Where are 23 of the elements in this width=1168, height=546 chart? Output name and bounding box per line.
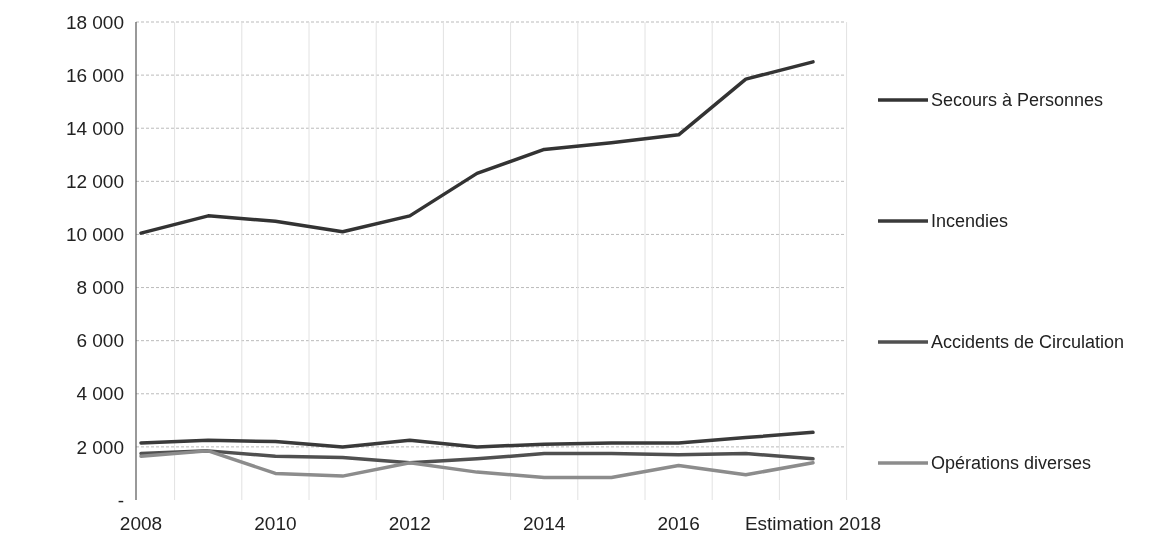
x-tick-label: 2014 bbox=[523, 513, 566, 534]
y-tick-label: 4 000 bbox=[76, 383, 124, 405]
y-tick-label: 18 000 bbox=[65, 11, 124, 33]
y-tick-label: 6 000 bbox=[76, 330, 124, 352]
x-tick-label: 2010 bbox=[254, 513, 297, 534]
x-tick-label: 2012 bbox=[388, 513, 431, 534]
legend-label: Accidents de Circulation bbox=[931, 332, 1125, 353]
x-tick-label: Estimation 2018 bbox=[744, 513, 882, 534]
y-tick-label: 2 000 bbox=[76, 436, 124, 458]
legend-label: Secours à Personnes bbox=[931, 90, 1104, 111]
x-tick-label: 2008 bbox=[119, 513, 163, 534]
y-tick-label: - bbox=[117, 489, 124, 511]
y-tick-label: 8 000 bbox=[76, 277, 124, 299]
legend-label: Incendies bbox=[931, 211, 1009, 232]
line-series bbox=[139, 430, 815, 449]
y-tick-label: 10 000 bbox=[65, 224, 124, 246]
line-series bbox=[139, 449, 815, 480]
x-tick-label: 2016 bbox=[657, 513, 700, 534]
line-series bbox=[139, 60, 815, 235]
y-tick-label: 12 000 bbox=[65, 170, 124, 192]
y-tick-label: 16 000 bbox=[65, 64, 124, 86]
y-tick-label: 14 000 bbox=[65, 117, 124, 139]
legend-label: Opérations diverses bbox=[931, 453, 1092, 474]
